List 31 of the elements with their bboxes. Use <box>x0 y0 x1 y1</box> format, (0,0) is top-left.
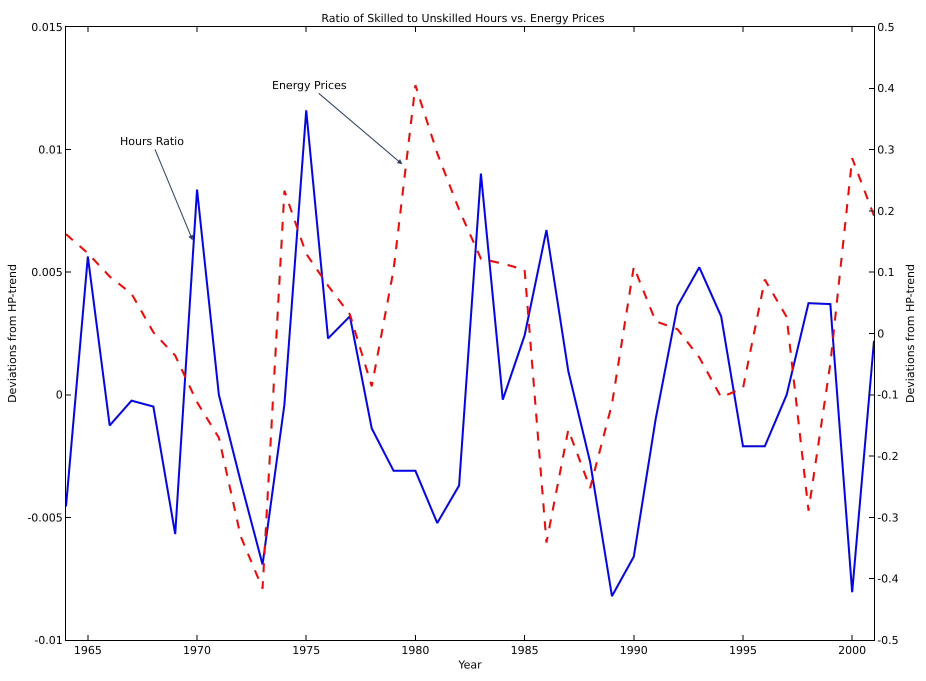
y2-tick-label: 0.3 <box>877 143 895 156</box>
x-tick-label: 1975 <box>292 644 320 658</box>
y2-axis-title: Deviations from HP-trend <box>904 264 917 403</box>
annotation: Energy Prices <box>272 79 347 92</box>
y-tick-label: 0.015 <box>31 20 63 34</box>
y-tick-label: 0.005 <box>31 266 63 280</box>
y-tick-label: -0.01 <box>34 634 63 647</box>
y2-tick-label: -0.4 <box>877 572 899 586</box>
y2-tick-label: 0.1 <box>877 266 895 280</box>
y2-tick-label: -0.5 <box>877 634 899 647</box>
x-tick-label: 1980 <box>401 644 430 658</box>
y-tick-label: 0 <box>56 388 63 402</box>
x-tick-label: 1970 <box>183 644 212 658</box>
y2-tick-label: -0.3 <box>877 511 899 524</box>
y2-tick-label: 0 <box>877 327 884 340</box>
x-axis-title: Year <box>457 658 482 672</box>
y2-tick-label: 0.5 <box>877 20 895 34</box>
y2-tick-label: 0.4 <box>877 82 895 96</box>
annotation: Hours Ratio <box>120 135 184 148</box>
y-tick-label: -0.005 <box>27 511 63 524</box>
x-tick-label: 1990 <box>620 644 648 658</box>
x-tick-label: 2000 <box>838 644 866 658</box>
y-axis-title: Deviations from HP-trend <box>6 264 19 403</box>
y2-tick-label: -0.1 <box>877 388 899 402</box>
x-tick-label: 1985 <box>510 644 539 658</box>
chart-title: Ratio of Skilled to Unskilled Hours vs. Energy Prices <box>321 12 605 25</box>
x-tick-label: 1995 <box>728 644 757 658</box>
y2-tick-label: 0.2 <box>877 204 895 218</box>
y-tick-label: 0.01 <box>38 143 63 156</box>
x-tick-label: 1965 <box>74 644 102 658</box>
y2-tick-label: -0.2 <box>877 450 899 463</box>
